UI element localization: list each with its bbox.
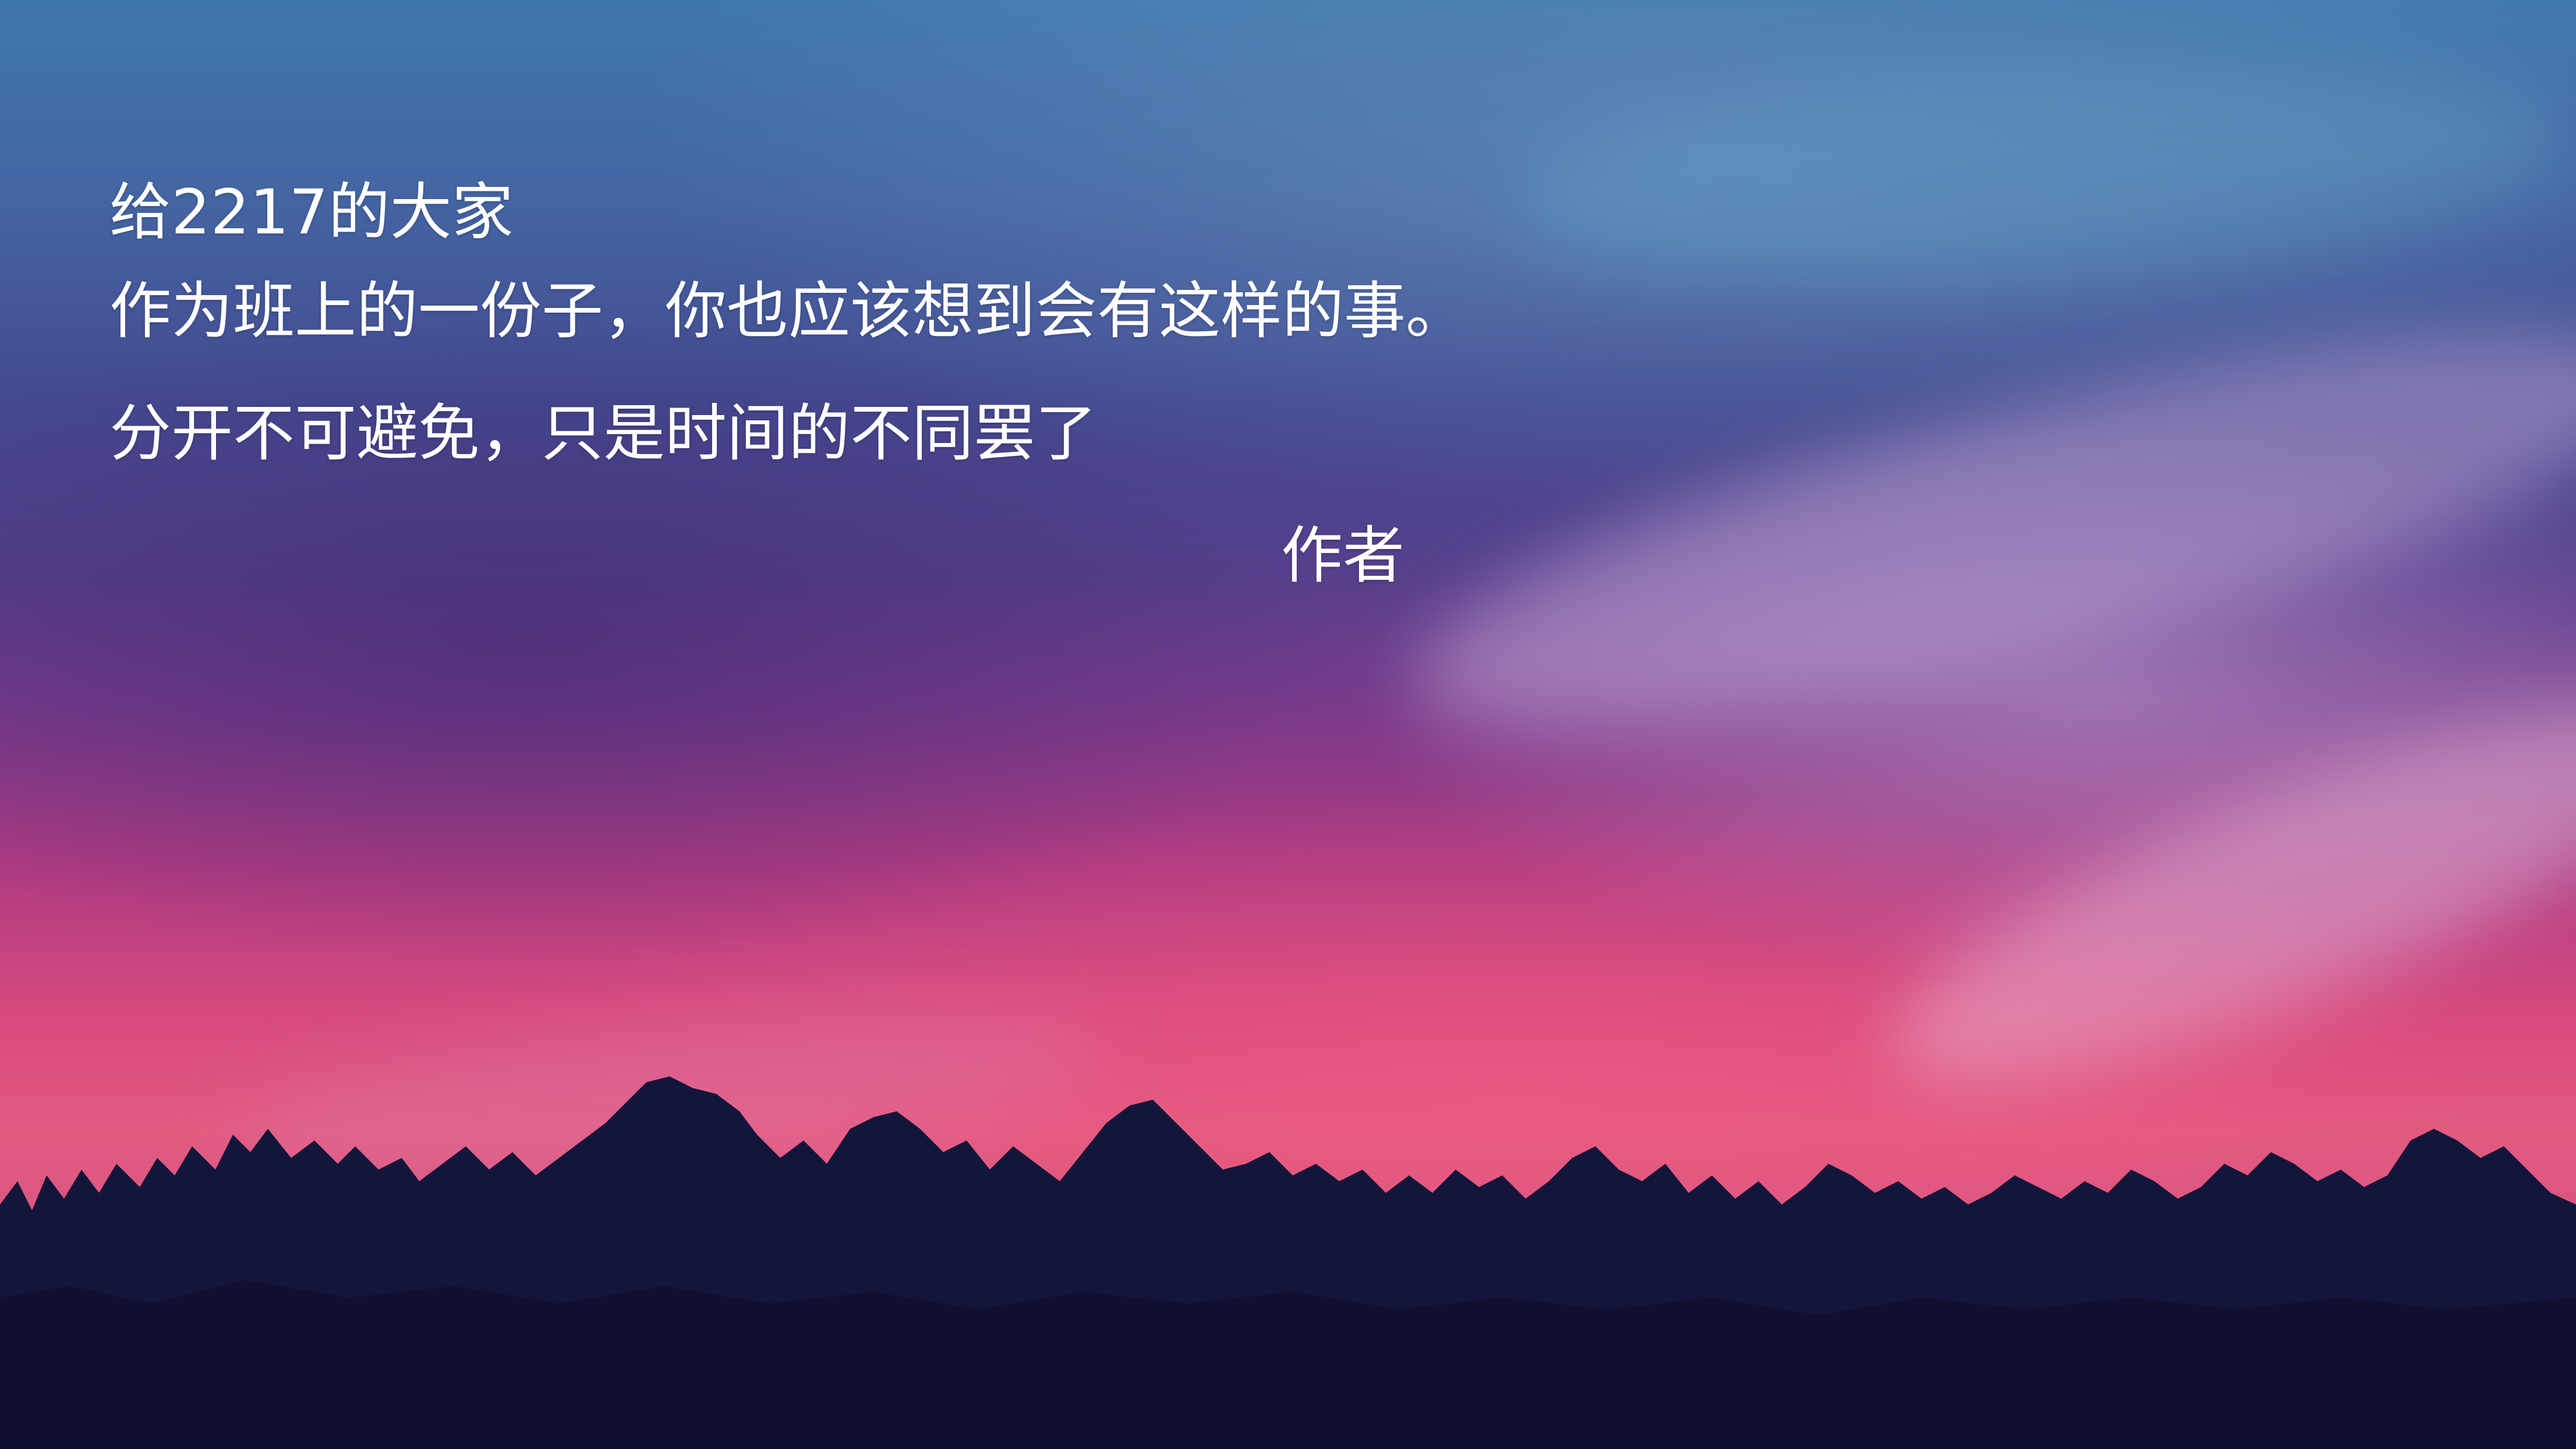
greeting-text: 给2217的大家 [109,176,514,248]
message-line-two: 分开不可避免，只是时间的不同罢了 [109,398,1097,469]
author-signature: 作者 [1281,520,1404,591]
tree-silhouette [0,1076,2576,1449]
message-line-one: 作为班上的一份子，你也应该想到会有这样的事。 [109,275,1467,347]
